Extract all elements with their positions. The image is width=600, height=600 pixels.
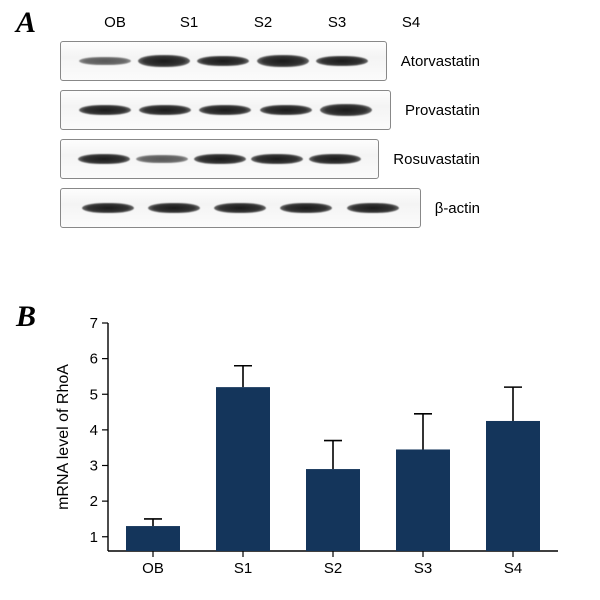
band <box>309 154 361 164</box>
lane-header: S4 <box>381 14 441 31</box>
band <box>251 154 303 164</box>
band <box>214 203 266 213</box>
bar-chart: 1 2 3 4 5 6 7 mRNA level of RhoA OB S1 S2 S3 S4 <box>50 315 570 585</box>
band <box>257 55 309 67</box>
band <box>197 56 249 66</box>
y-tick-label: 7 <box>90 315 98 332</box>
lane-header: S2 <box>233 14 293 31</box>
blot-row: Provastatin <box>60 90 480 130</box>
bar <box>216 387 270 551</box>
blot-row-label: Rosuvastatin <box>393 151 480 168</box>
bar <box>306 469 360 551</box>
lane-header: OB <box>85 14 145 31</box>
y-axis-label: mRNA level of RhoA <box>55 364 72 510</box>
y-tick-label: 6 <box>90 351 98 368</box>
band <box>138 55 190 67</box>
blot-strip <box>60 139 379 179</box>
panel-a-label: A <box>16 6 36 40</box>
band <box>139 105 191 115</box>
x-tick-label: S3 <box>414 560 432 577</box>
x-tick-label: S4 <box>504 560 522 577</box>
y-tick-label: 3 <box>90 458 98 475</box>
band <box>260 105 312 115</box>
band <box>280 203 332 213</box>
band <box>199 105 251 115</box>
y-tick-label: 4 <box>90 422 98 439</box>
y-tick-label: 1 <box>90 529 98 546</box>
lane-headers: OB S1 S2 S3 S4 <box>78 14 448 31</box>
bar <box>486 421 540 551</box>
blot-strip <box>60 41 387 81</box>
band <box>148 203 200 213</box>
y-tick-label: 5 <box>90 386 98 403</box>
blot-row: Atorvastatin <box>60 41 480 81</box>
blot-row: Rosuvastatin <box>60 139 480 179</box>
blot-row-label: Provastatin <box>405 102 480 119</box>
band <box>136 155 188 163</box>
blot-strip <box>60 90 391 130</box>
y-tick-label: 2 <box>90 493 98 510</box>
x-tick-label: S1 <box>234 560 252 577</box>
lane-header: S3 <box>307 14 367 31</box>
blot-panel: OB S1 S2 S3 S4 Atorvastatin Provastatin Ro… <box>60 14 480 237</box>
panel-b-label: B <box>16 300 36 334</box>
band <box>82 203 134 213</box>
blot-strip <box>60 188 421 228</box>
x-tick-label: OB <box>142 560 164 577</box>
band <box>79 105 131 115</box>
band <box>316 56 368 66</box>
x-tick-label: S2 <box>324 560 342 577</box>
band <box>347 203 399 213</box>
band <box>320 104 372 116</box>
blot-row-label: Atorvastatin <box>401 53 480 70</box>
band <box>78 154 130 164</box>
bar <box>126 526 180 551</box>
figure: A OB S1 S2 S3 S4 Atorvastatin Provastatin… <box>0 0 600 600</box>
blot-row-label: β-actin <box>435 200 480 217</box>
lane-header: S1 <box>159 14 219 31</box>
band <box>194 154 246 164</box>
band <box>79 57 131 65</box>
bar <box>396 449 450 551</box>
blot-row: β-actin <box>60 188 480 228</box>
